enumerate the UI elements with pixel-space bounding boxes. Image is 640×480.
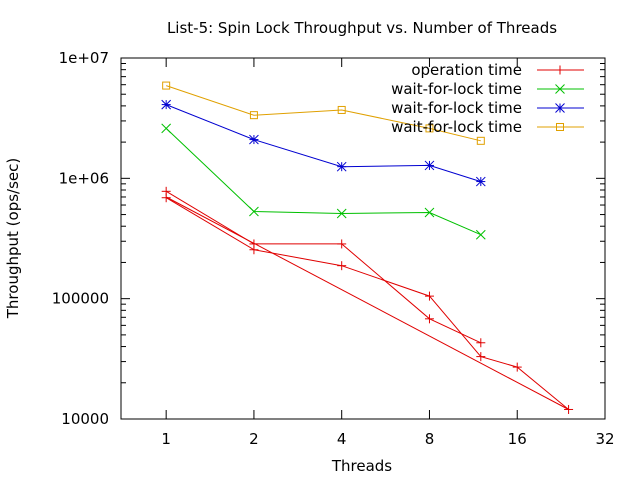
x-axis: 1 2 4 8 16 32 [161, 58, 615, 448]
legend-entry: wait-for-lock time [391, 99, 584, 117]
series [165, 196, 569, 410]
data-point [475, 176, 486, 187]
data-point [424, 207, 435, 218]
x-axis-label: Threads [331, 457, 392, 475]
y-tick-label: 100000 [52, 290, 109, 308]
data-point [249, 134, 259, 145]
data-point [249, 245, 259, 255]
data-point [336, 208, 347, 219]
data-point [161, 193, 171, 203]
x-tick-label: 1 [161, 430, 171, 448]
series [161, 123, 486, 240]
data-point [476, 136, 485, 145]
series-line [165, 196, 569, 410]
data-point [424, 160, 435, 171]
plot-frame [120, 57, 606, 420]
y-tick-label: 1e+07 [59, 49, 109, 67]
data-point [337, 105, 346, 114]
data-point [337, 261, 347, 271]
legend-label: wait-for-lock time [391, 99, 522, 117]
data-point [555, 103, 565, 113]
series [161, 186, 486, 348]
legend-label: wait-for-lock time [391, 80, 522, 98]
y-axis: 10000 100000 1e+06 1e+07 [52, 49, 605, 428]
y-axis-label: Throughput (ops/sec) [4, 158, 22, 319]
data-point [424, 291, 434, 301]
legend-entry: wait-for-lock time [391, 80, 584, 98]
data-point [555, 84, 565, 94]
legend-label: wait-for-lock time [391, 118, 522, 136]
data-point [512, 362, 522, 372]
data-point [337, 239, 347, 249]
chart-title: List-5: Spin Lock Throughput vs. Number … [167, 19, 557, 37]
data-point [555, 65, 565, 75]
series-layer [161, 81, 574, 414]
x-tick-label: 2 [249, 430, 259, 448]
legend-entry: operation time [411, 61, 584, 79]
data-point [425, 124, 434, 133]
legend-label: operation time [411, 61, 522, 79]
legend-entry: wait-for-lock time [391, 118, 584, 136]
series [161, 193, 574, 414]
data-point [424, 314, 434, 324]
data-point [249, 111, 258, 120]
series-line [166, 85, 481, 142]
x-tick-label: 16 [508, 430, 527, 448]
data-point [161, 99, 172, 110]
series [161, 99, 486, 187]
data-point [162, 81, 171, 90]
series-line [165, 128, 481, 236]
data-point [249, 206, 259, 217]
x-tick-label: 32 [595, 430, 614, 448]
data-point [556, 123, 564, 131]
data-point [475, 229, 486, 240]
y-tick-label: 1e+06 [59, 169, 109, 187]
y-tick-label: 10000 [61, 410, 109, 428]
data-point [476, 338, 486, 348]
x-tick-label: 4 [337, 430, 347, 448]
series [162, 81, 485, 145]
x-tick-label: 8 [425, 430, 435, 448]
data-point [161, 123, 172, 134]
data-point [336, 161, 347, 172]
data-point [476, 352, 486, 362]
